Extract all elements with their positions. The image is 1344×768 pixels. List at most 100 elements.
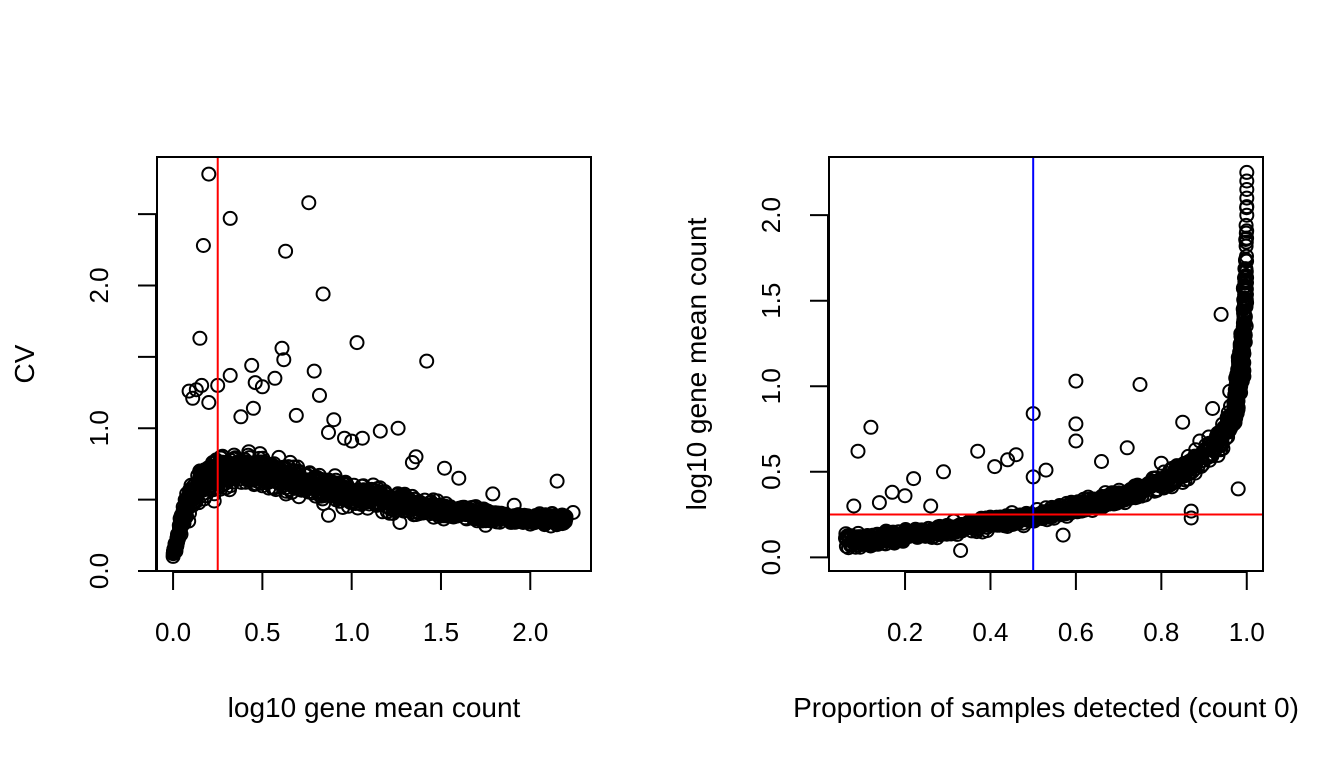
outlier-point [267, 370, 283, 386]
data-point [911, 522, 927, 538]
y-tick-label: 1.0 [756, 368, 786, 404]
outlier-point [306, 363, 322, 379]
data-point [1180, 471, 1196, 487]
outlier-point [254, 379, 270, 395]
cv-points [165, 166, 581, 564]
cv-vs-mean-plot: 0.0 0.5 1.0 1.5 2.0 0.0 1.0 2.0 log10 gene mea… [9, 156, 592, 723]
y-tick-label: 1.5 [756, 283, 786, 319]
outlier-point [244, 357, 260, 373]
outlier-point [1183, 503, 1199, 519]
outlier-point [233, 409, 249, 425]
outlier-point [1239, 207, 1255, 223]
data-point [1233, 328, 1249, 344]
data-point [895, 528, 911, 544]
data-point [1132, 487, 1148, 503]
data-point [418, 500, 434, 515]
outlier-point [344, 433, 360, 449]
outlier-point [321, 507, 336, 523]
outlier-point [222, 210, 238, 226]
data-point [1003, 508, 1019, 524]
x-tick-label: 1.5 [423, 617, 459, 647]
outlier-point [884, 484, 900, 500]
data-point [428, 502, 444, 518]
outlier-point [1055, 527, 1071, 543]
data-point [188, 494, 204, 510]
data-point [1239, 223, 1255, 239]
data-point [282, 454, 298, 470]
outlier-point [195, 238, 211, 253]
data-point [196, 481, 211, 497]
outlier-point [1205, 401, 1221, 416]
x-tick-label: 1.0 [1229, 617, 1265, 647]
data-point [254, 478, 270, 494]
outlier-point [846, 498, 862, 514]
y-axis-title: log10 gene mean count [681, 217, 712, 510]
data-point [1236, 312, 1252, 328]
data-point [938, 518, 954, 534]
outlier-point [1000, 452, 1016, 468]
data-point [180, 492, 196, 508]
outlier-point [970, 443, 986, 459]
outlier-point [222, 367, 238, 383]
mean-vs-detection-plot: 0.2 0.4 0.6 0.8 1.0 0.0 0.5 1.0 1.5 2.0 Proporti… [681, 156, 1299, 723]
detection-points [838, 164, 1255, 558]
outlier-point [953, 543, 969, 558]
data-point [335, 500, 351, 515]
outlier-point [506, 497, 522, 513]
y-tick-label: 0.5 [756, 454, 786, 490]
outlier-point [247, 375, 263, 391]
outlier-point [485, 486, 501, 502]
outlier-point [1119, 440, 1135, 456]
data-point [1114, 489, 1130, 505]
data-point [995, 516, 1010, 532]
data-point [1162, 463, 1178, 478]
data-point [938, 522, 954, 538]
outlier-point [392, 515, 408, 530]
data-point [1237, 298, 1253, 314]
data-point [307, 469, 323, 485]
data-point [251, 450, 267, 466]
data-point [168, 537, 184, 553]
outlier-point [315, 286, 331, 302]
data-point [902, 526, 918, 542]
data-point [924, 530, 940, 545]
outlier-point [337, 430, 352, 446]
outlier-point [1008, 447, 1024, 463]
data-point [341, 488, 357, 504]
outlier-point [863, 419, 879, 435]
data-point [205, 463, 221, 479]
data-point [274, 476, 290, 492]
data-point [1148, 470, 1164, 486]
data-point [1238, 217, 1254, 233]
data-point [1078, 497, 1094, 513]
data-point [229, 468, 245, 484]
outlier-point [192, 330, 208, 346]
data-point [1080, 495, 1095, 510]
data-point [248, 476, 264, 492]
outlier-point [206, 493, 222, 509]
y-tick-label: 1.0 [84, 410, 114, 446]
data-point [181, 513, 197, 529]
outlier-point [419, 353, 435, 369]
data-point [1239, 248, 1254, 264]
data-point [1097, 498, 1113, 513]
outlier-point [850, 443, 866, 459]
outlier-point [1239, 173, 1255, 189]
outlier-point [201, 166, 217, 182]
outlier-point [1192, 433, 1208, 449]
outlier-point [1183, 510, 1199, 526]
outlier-point [185, 390, 201, 406]
data-point [370, 481, 385, 497]
x-tick-label: 0.5 [244, 617, 280, 647]
data-point [1118, 484, 1134, 500]
outlier-point [987, 459, 1003, 475]
data-point [1128, 483, 1144, 499]
data-point [370, 485, 386, 501]
data-point [1236, 306, 1252, 322]
outlier-point [274, 340, 290, 356]
data-point [523, 510, 539, 526]
outlier-point [321, 425, 336, 440]
data-point [961, 514, 977, 530]
outlier-point [245, 400, 261, 416]
